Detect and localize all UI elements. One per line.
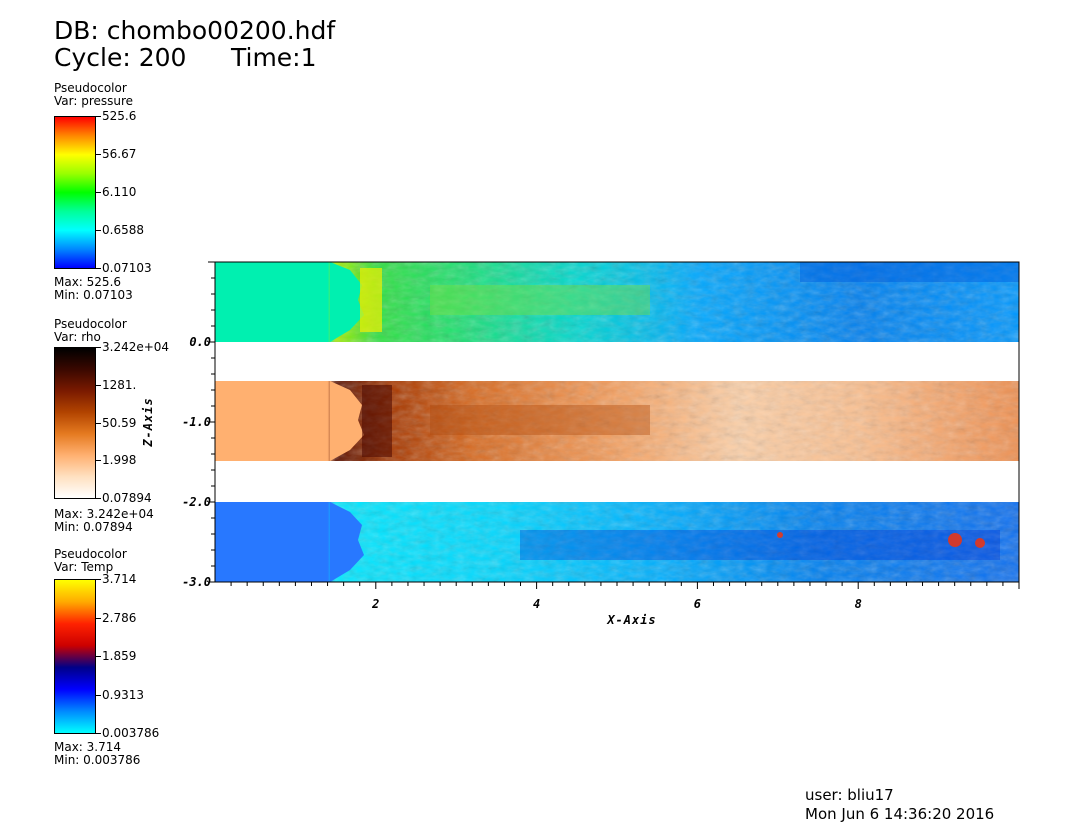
colorbar-tick-label: 3.714: [96, 573, 136, 585]
colorbar-pressure: [54, 116, 96, 269]
y-tick-label: -3.0: [182, 575, 211, 589]
colorbar-tick-label: 6.110: [96, 186, 136, 198]
legend-min: Min: 0.07894: [54, 520, 133, 534]
axes: 2 4 6 8 0.0 -1.0 -2.0 -3.0 X-Axis Z-Axis: [141, 261, 1020, 627]
colorbar-tick-label: 0.07894: [96, 492, 152, 504]
x-tick-label: 6: [694, 597, 701, 611]
legend-plot-type: Pseudocolor: [54, 317, 127, 331]
colorbar-tick-label: 525.6: [96, 110, 136, 122]
x-tick-label: 8: [855, 597, 862, 611]
x-axis-title: X-Axis: [606, 613, 656, 627]
y-tick-label: -1.0: [182, 415, 211, 429]
heatmap-pressure: [215, 262, 1019, 342]
colorbar-tick-label: 1.998: [96, 454, 136, 466]
colorbar-rho: [54, 347, 96, 499]
colorbar-tick-label: 0.003786: [96, 727, 159, 739]
user-label: user: bliu17: [805, 786, 894, 804]
colorbar-tick-label: 56.67: [96, 148, 136, 160]
x-tick-label: 2: [371, 597, 379, 611]
legend-max: Max: 525.6: [54, 275, 122, 289]
legend-max: Max: 3.714: [54, 740, 122, 754]
heatmap-temp: [215, 502, 1019, 582]
legend-max: Max: 3.242e+04: [54, 507, 154, 521]
x-tick-label: 4: [533, 597, 540, 611]
legend-min: Min: 0.07103: [54, 288, 133, 302]
colorbar-tick-label: 50.59: [96, 417, 136, 429]
time-label: Time:1: [231, 43, 317, 72]
colorbar-tick-label: 0.07103: [96, 262, 152, 274]
legend-var: Var: Temp: [54, 560, 114, 574]
colorbar-tick-label: 3.242e+04: [96, 341, 169, 353]
y-tick-label: -2.0: [182, 495, 211, 509]
colorbar-tick-label: 1.859: [96, 650, 136, 662]
colorbar-tick-label: 0.9313: [96, 689, 144, 701]
colorbar-temp: [54, 579, 96, 734]
cycle-label: Cycle: 200: [54, 43, 187, 72]
colorbar-tick-label: 2.786: [96, 612, 136, 624]
date-label: Mon Jun 6 14:36:20 2016: [805, 805, 995, 823]
heatmap-rho: [215, 381, 1019, 461]
y-axis-title: Z-Axis: [141, 397, 155, 447]
legend-plot-type: Pseudocolor: [54, 81, 127, 95]
legend-min: Min: 0.003786: [54, 753, 141, 767]
db-title: DB: chombo00200.hdf: [54, 16, 336, 45]
legend-var: Var: pressure: [54, 94, 134, 108]
legend-var: Var: rho: [54, 330, 101, 344]
y-tick-label: 0.0: [189, 335, 211, 349]
legend-plot-type: Pseudocolor: [54, 547, 127, 561]
colorbar-tick-label: 0.6588: [96, 224, 144, 236]
colorbar-tick-label: 1281.: [96, 379, 136, 391]
